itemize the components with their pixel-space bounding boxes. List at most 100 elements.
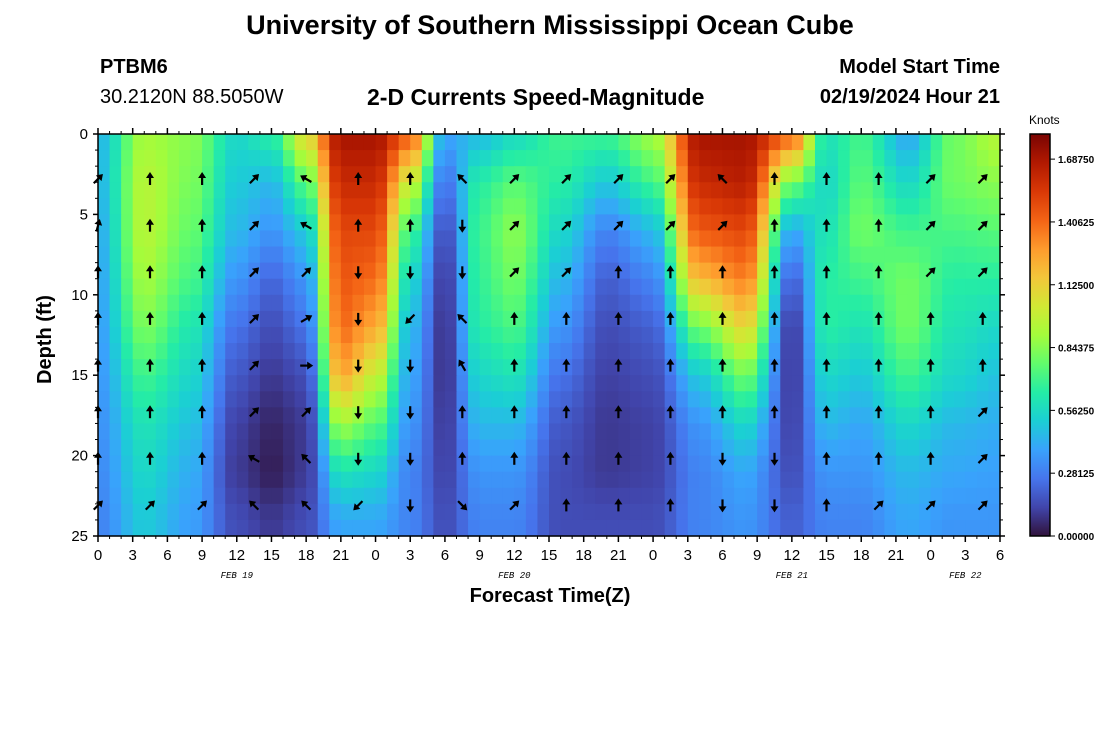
heatmap-cell [109,519,122,537]
heatmap-cell [572,407,585,425]
heatmap-cell [595,134,608,151]
heatmap-cell [456,423,469,441]
heatmap-cell [699,134,712,151]
heatmap-cell [861,391,874,408]
arrow-shaft [304,456,312,464]
heatmap-cell [283,150,296,167]
arrow-shaft [925,270,933,278]
heatmap-cell [699,230,712,248]
heatmap-cell [861,166,874,183]
heatmap-cell [768,198,781,215]
heatmap-cell [676,214,689,232]
heatmap-cell [629,246,643,264]
x-tick-label: 21 [610,547,627,564]
heatmap-cell [838,407,851,425]
heatmap-cell [919,150,932,167]
heatmap-cell [525,166,539,183]
heatmap-cell [456,150,469,167]
heatmap-cell [433,262,446,280]
heatmap-cell [121,182,134,199]
heatmap-cell [444,262,458,280]
current-vector-arrow [770,172,779,185]
heatmap-cell [236,407,249,425]
heatmap-cell [757,214,770,232]
heatmap-cell [317,182,330,199]
heatmap-cell [988,423,1001,441]
heatmap-cell [468,359,481,376]
heatmap-cell [919,343,932,360]
heatmap-cell [340,375,354,392]
heatmap-cell [988,214,1001,232]
heatmap-cell [317,503,330,521]
arrow-head [978,311,987,318]
heatmap-cell [109,326,122,344]
heatmap-cell [629,503,643,521]
heatmap-cell [479,134,492,151]
heatmap-cell [352,519,365,537]
heatmap-cell [895,214,909,232]
date-label: FEB 20 [498,571,531,581]
heatmap-cell [468,487,481,505]
x-tick-labels: 0 3 6 9 12 15 18 21 0 3 6 9 12 15 18 21 0 3 6 9 12 15 18 21 0 3 6 [94,547,1004,564]
heatmap-cell [814,150,828,167]
arrow-head [562,358,571,365]
heatmap-cell [178,278,192,296]
heatmap-cell [468,150,481,167]
heatmap-cell [525,230,539,248]
heatmap-cell [965,455,978,473]
heatmap-cell [144,343,157,360]
heatmap-cell [757,519,770,537]
heatmap-cell [167,150,180,167]
heatmap-cell [525,471,539,489]
heatmap-cell [884,246,897,264]
heatmap-cell [572,230,585,248]
heatmap-cell [606,487,619,505]
heatmap-cell [340,134,354,151]
heatmap-cell [826,166,839,183]
heatmap-cell [549,439,562,457]
heatmap-cell [283,214,296,232]
heatmap-cell [294,503,307,521]
heatmap-cell [468,391,481,408]
heatmap-cell [132,455,145,473]
current-vector-arrow [925,220,936,231]
arrow-head [301,453,309,461]
heatmap-cell [653,326,666,344]
heatmap-cell [248,294,261,312]
heatmap-cell [248,519,261,537]
heatmap-cell [271,166,284,183]
heatmap-cell [167,375,180,392]
current-vector-arrow [926,358,935,372]
arrow-head [251,267,260,275]
heatmap-cell [329,198,342,215]
heatmap-cell [491,262,504,280]
heatmap-cell [514,150,527,167]
current-vector-arrow [510,311,519,325]
heatmap-cell [895,439,909,457]
heatmap-cell [676,359,689,376]
heatmap-cell [699,310,712,328]
heatmap-cell [791,230,805,248]
heatmap-cell [294,182,307,199]
heatmap-cell [329,423,342,441]
heatmap-cell [895,246,909,264]
colorbar-tick-label: 1.68750 [1058,155,1095,166]
heatmap-cell [595,214,608,232]
heatmap-cell [109,455,122,473]
heatmap-cell [363,262,377,280]
heatmap-cell [988,262,1001,280]
heatmap-cell [907,230,920,248]
x-tick-label: 18 [575,547,592,564]
heatmap-cell [953,198,966,215]
current-vector-arrow [665,220,676,231]
heatmap-cell [826,455,839,473]
heatmap-cell [491,214,504,232]
x-tick-label: 12 [784,547,801,564]
heatmap-cell [814,439,828,457]
heatmap-cell [109,375,122,392]
heatmap-cell [884,519,897,537]
heatmap-cell [236,182,249,199]
arrow-head [928,500,936,508]
heatmap-cell [664,439,677,457]
